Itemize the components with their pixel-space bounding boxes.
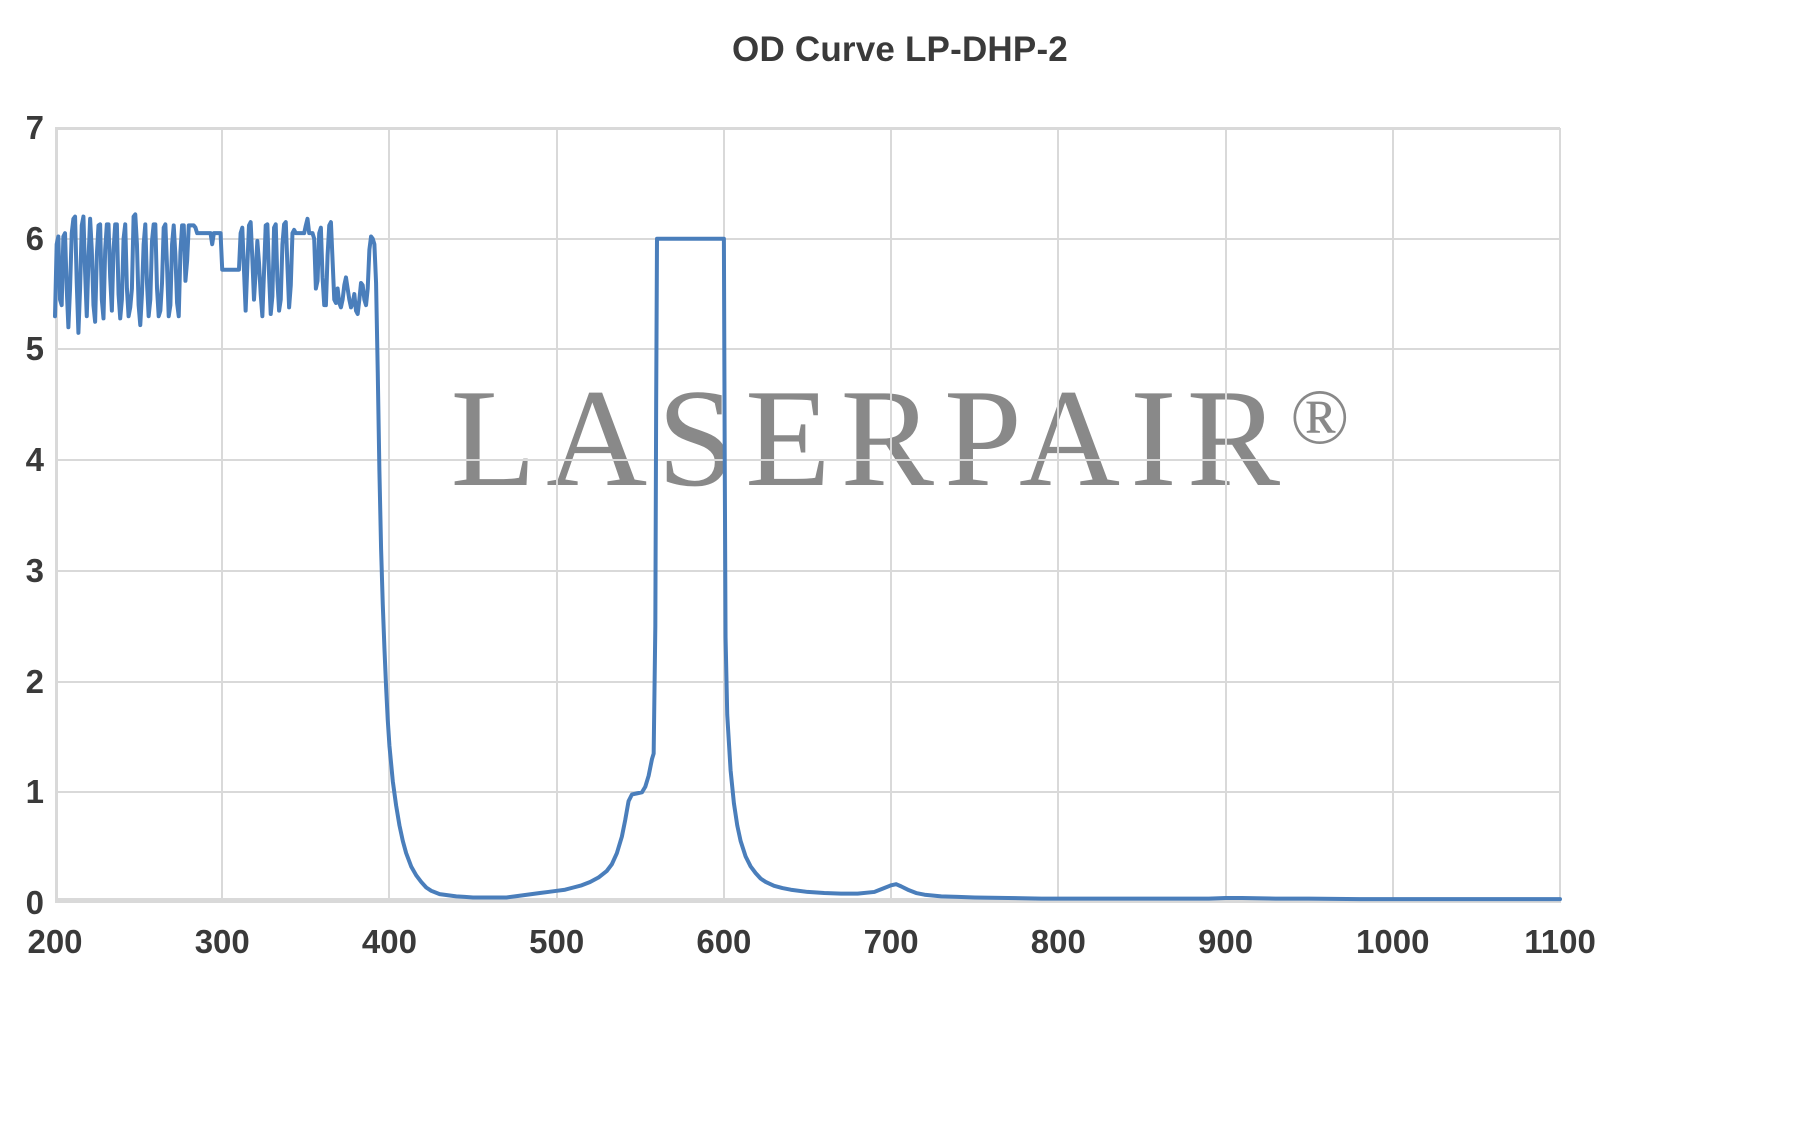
- gridline-vertical: [890, 128, 893, 903]
- x-axis-tick-label: 1000: [1356, 923, 1430, 960]
- plot-area: [55, 127, 1561, 903]
- x-axis-tick-label: 400: [361, 923, 417, 960]
- gridline-horizontal: [55, 680, 1560, 683]
- y-axis-tick-label: 4: [25, 441, 44, 479]
- gridline-vertical: [1057, 128, 1060, 903]
- x-axis-tick-label: 900: [1198, 923, 1254, 960]
- x-axis-tick-label: 1100: [1524, 923, 1596, 960]
- y-axis-tick-label: 1: [25, 773, 44, 811]
- y-axis-tick-label: 5: [25, 330, 44, 368]
- chart-title: OD Curve LP-DHP-2: [732, 30, 1068, 69]
- y-axis-tick-label: 0: [25, 884, 44, 921]
- x-axis-tick-label: 800: [1030, 923, 1086, 960]
- x-axis-tick-label: 500: [529, 923, 585, 960]
- gridline-horizontal: [55, 569, 1560, 572]
- gridline-vertical: [1391, 128, 1394, 903]
- plot-frame: [55, 128, 1560, 903]
- gridline-vertical: [1559, 128, 1561, 903]
- x-axis-line: [55, 898, 1560, 903]
- gridline-vertical: [388, 128, 391, 903]
- x-axis-tick-label: 600: [696, 923, 752, 960]
- gridline-horizontal: [55, 348, 1560, 351]
- y-axis-tick-label: 2: [25, 662, 44, 700]
- x-axis-tick-label: 700: [863, 923, 919, 960]
- gridline-horizontal: [55, 791, 1560, 794]
- gridline-horizontal: [55, 127, 1560, 129]
- x-axis-tick-label: 200: [27, 923, 83, 960]
- y-axis-tick-label: 6: [25, 219, 44, 257]
- series-layer: [55, 128, 1560, 903]
- gridline-horizontal: [55, 459, 1560, 462]
- series-line: [55, 214, 1560, 899]
- x-axis-tick-label: 300: [194, 923, 250, 960]
- y-axis-tick-label: 3: [25, 551, 44, 589]
- y-axis-tick-label: 7: [25, 109, 44, 146]
- gridline-vertical: [221, 128, 224, 903]
- gridline-vertical: [555, 128, 558, 903]
- gridline-horizontal: [55, 237, 1560, 240]
- gridline-vertical: [1224, 128, 1227, 903]
